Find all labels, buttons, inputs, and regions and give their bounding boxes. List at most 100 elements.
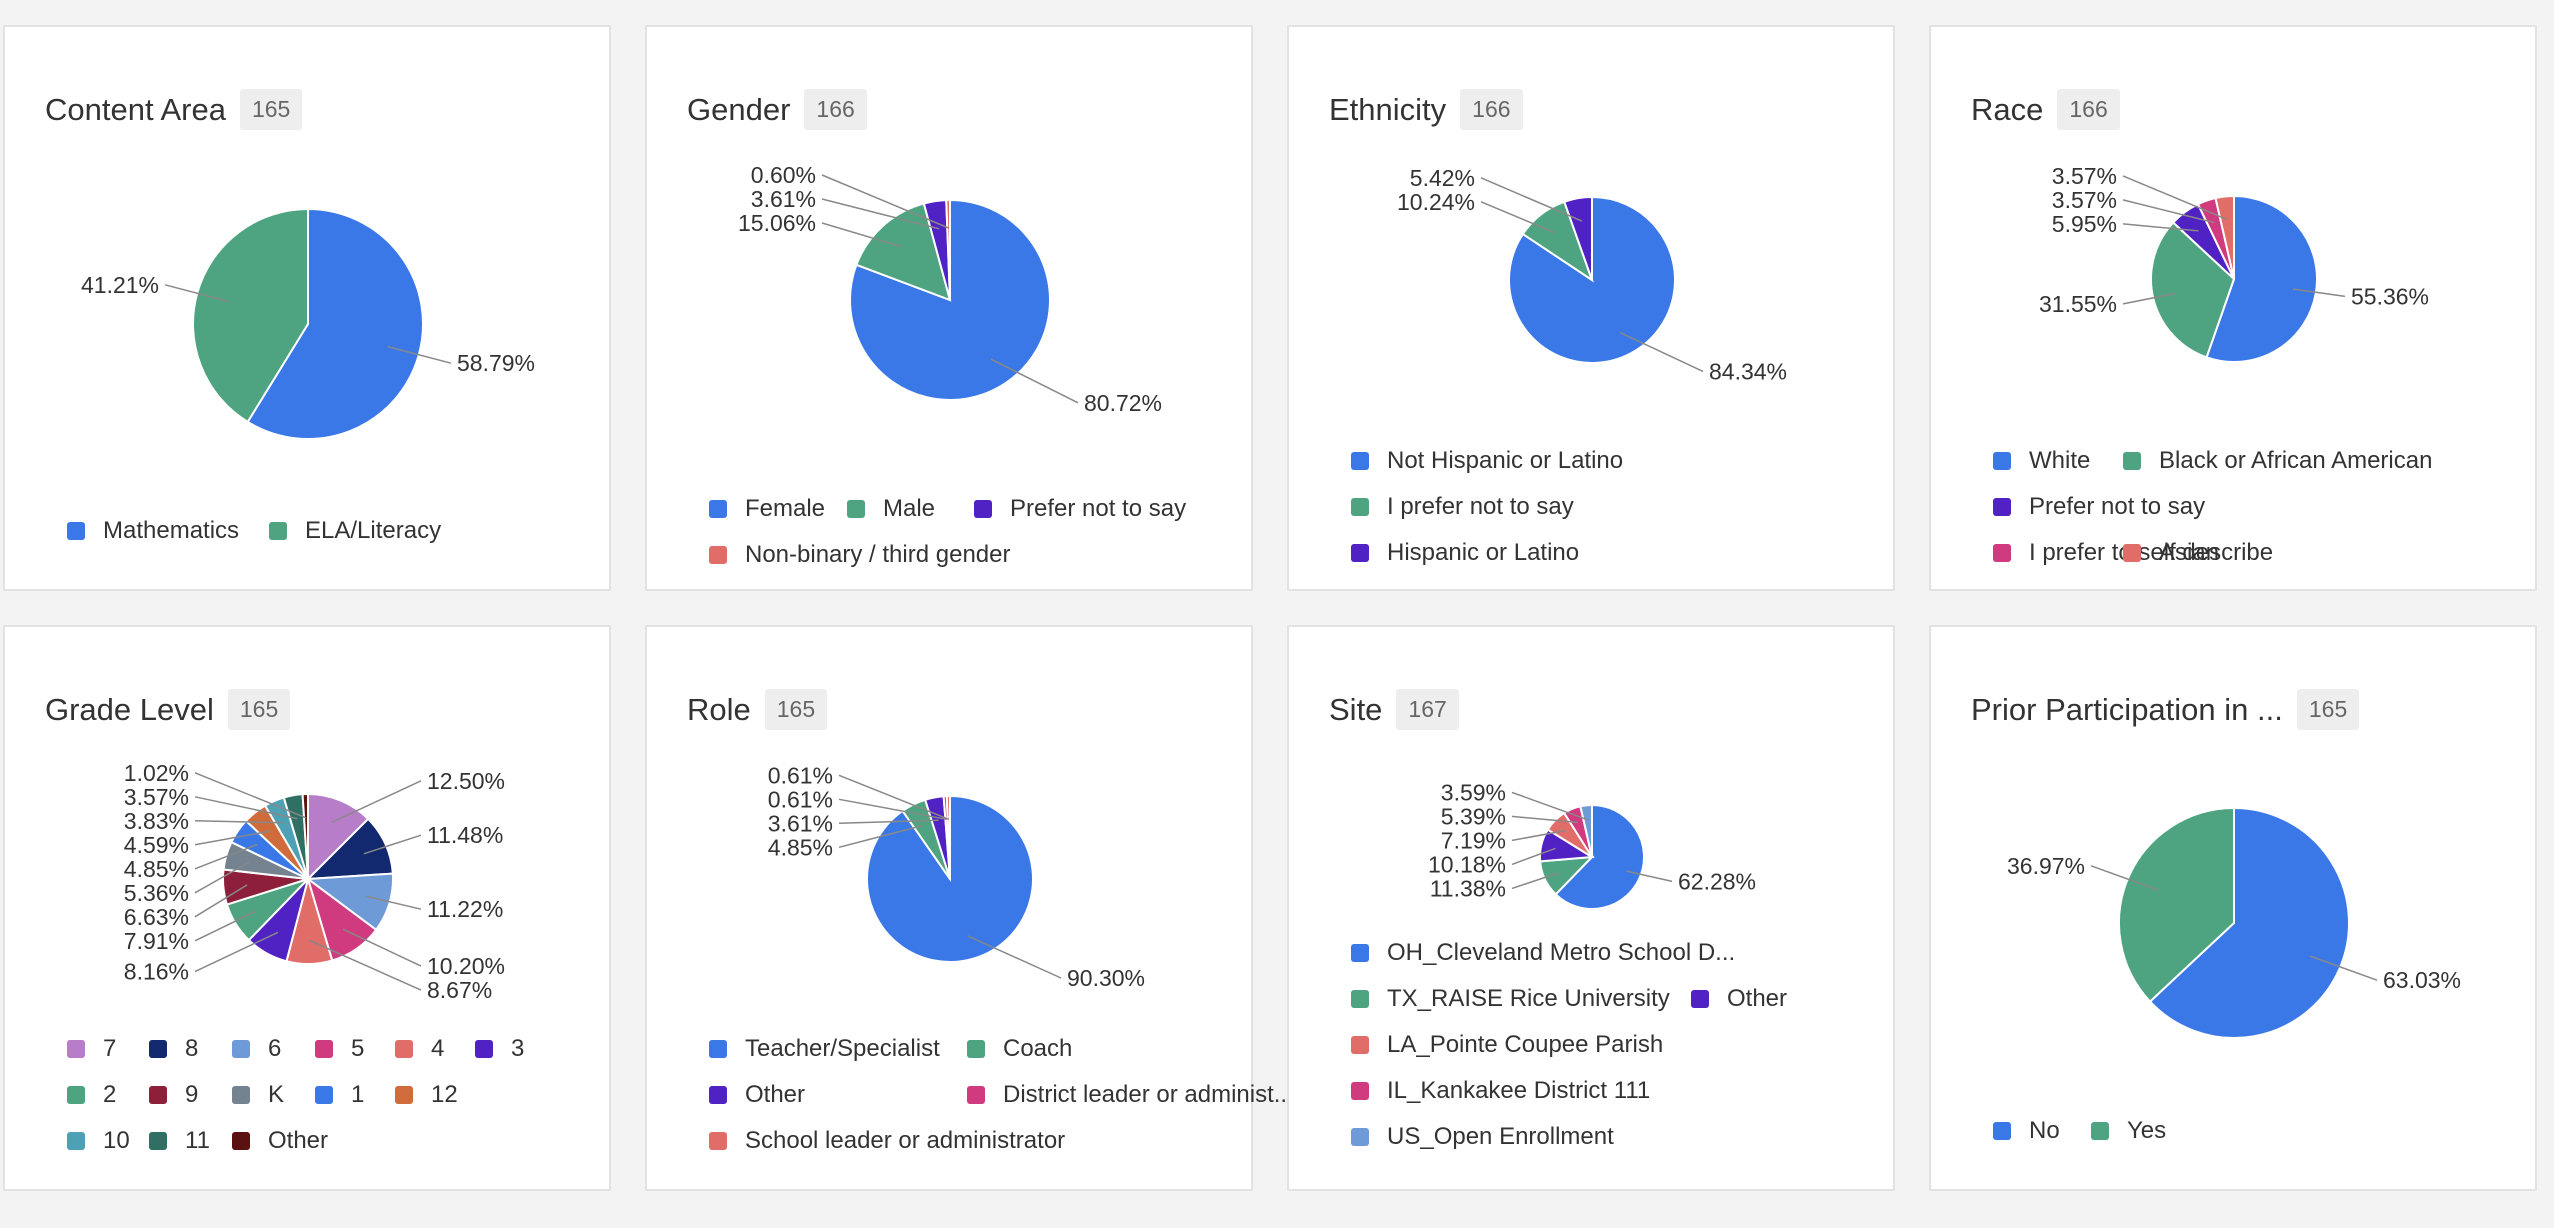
legend-label: Yes bbox=[2127, 1117, 2167, 1144]
legend-item-other[interactable]: Other bbox=[709, 1081, 805, 1109]
legend-label: White bbox=[2029, 447, 2091, 474]
legend-item-teacher-specialist[interactable]: Teacher/Specialist bbox=[709, 1035, 940, 1063]
card-header: Ethnicity 166 bbox=[1329, 89, 1523, 130]
legend-swatch bbox=[967, 1086, 985, 1104]
legend-item-9[interactable]: 9 bbox=[149, 1081, 198, 1109]
slice-percent-label: 63.03% bbox=[2383, 967, 2461, 993]
legend-item-7[interactable]: 7 bbox=[67, 1035, 116, 1063]
legend-item-mathematics[interactable]: Mathematics bbox=[67, 517, 239, 545]
slice-percent-label: 90.30% bbox=[1067, 965, 1145, 991]
pie-slice-yes[interactable] bbox=[2118, 806, 2235, 1003]
legend-item-not-hispanic-or-latino[interactable]: Not Hispanic or Latino bbox=[1351, 447, 1623, 475]
legend-item-school-leader-or-administrator[interactable]: School leader or administrator bbox=[709, 1127, 1065, 1155]
legend-item-5[interactable]: 5 bbox=[315, 1035, 364, 1063]
legend-item-i-prefer-to-self-describe[interactable]: I prefer to self describe bbox=[1993, 539, 2273, 567]
legend-label: TX_RAISE Rice University bbox=[1387, 985, 1670, 1012]
legend-swatch bbox=[149, 1132, 167, 1150]
legend-item-3[interactable]: 3 bbox=[475, 1035, 524, 1063]
leader-line bbox=[2292, 288, 2346, 298]
legend-label: District leader or administ... bbox=[1003, 1081, 1294, 1108]
legend-item-us-open-enrollment[interactable]: US_Open Enrollment bbox=[1351, 1123, 1614, 1151]
pie-slice-non-binary-third-gender[interactable] bbox=[945, 198, 951, 301]
pie-chart: 3.59%5.39%7.19%10.18%11.38% 62.28% bbox=[1428, 779, 1756, 910]
response-count-badge: 167 bbox=[1396, 689, 1459, 730]
card-header: Race 166 bbox=[1971, 89, 2120, 130]
slice-percent-label: 5.42% bbox=[1410, 165, 1475, 191]
legend-swatch bbox=[395, 1040, 413, 1058]
pie-slice-school-leader-or-administrator[interactable] bbox=[945, 794, 951, 880]
legend-item-coach[interactable]: Coach bbox=[967, 1035, 1072, 1063]
leader-line bbox=[1480, 177, 1583, 222]
slice-percent-label: 5.39% bbox=[1441, 803, 1506, 829]
legend-swatch bbox=[1993, 452, 2011, 470]
legend-item-10[interactable]: 10 bbox=[67, 1127, 130, 1155]
legend-item-tx-raise-rice-university[interactable]: TX_RAISE Rice University bbox=[1351, 985, 1670, 1013]
response-count-badge: 165 bbox=[764, 689, 828, 730]
leader-line bbox=[838, 824, 924, 849]
legend-item-8[interactable]: 8 bbox=[149, 1035, 198, 1063]
legend-item-other[interactable]: Other bbox=[232, 1127, 328, 1155]
legend-swatch bbox=[149, 1040, 167, 1058]
legend-item-female[interactable]: Female bbox=[709, 495, 825, 523]
pie-slice-no[interactable] bbox=[2148, 806, 2350, 1039]
legend-item-ela-literacy[interactable]: ELA/Literacy bbox=[269, 517, 441, 545]
legend-item-district-leader-or-administ[interactable]: District leader or administ... bbox=[967, 1081, 1294, 1109]
leader-line bbox=[342, 928, 422, 967]
legend-item-asian[interactable]: Asian bbox=[2123, 539, 2219, 567]
legend-item-1[interactable]: 1 bbox=[315, 1081, 364, 1109]
legend-label: 6 bbox=[268, 1035, 282, 1062]
legend-item-2[interactable]: 2 bbox=[67, 1081, 116, 1109]
legend-swatch bbox=[1351, 1128, 1369, 1146]
legend-item-white[interactable]: White bbox=[1993, 447, 2090, 475]
response-count-badge: 165 bbox=[239, 89, 303, 130]
slice-percent-label: 3.59% bbox=[1441, 779, 1506, 805]
legend-item-male[interactable]: Male bbox=[847, 495, 935, 523]
legend-item-la-pointe-coupee-parish[interactable]: LA_Pointe Coupee Parish bbox=[1351, 1031, 1663, 1059]
legend-swatch bbox=[67, 1040, 85, 1058]
pie-chart: 41.21% 58.79% bbox=[81, 207, 535, 440]
leader-line bbox=[1626, 870, 1673, 883]
legend-item-black-or-african-american[interactable]: Black or African American bbox=[2123, 447, 2432, 475]
race-card: Race 166 3.57% 3.57% 5.95% 31.55% 55.36% Whi… bbox=[1929, 25, 2537, 591]
response-count-badge: 165 bbox=[227, 689, 291, 730]
slice-percent-label: 3.61% bbox=[751, 186, 816, 212]
legend-item-prefer-not-to-say[interactable]: Prefer not to say bbox=[974, 495, 1186, 523]
legend-item-i-prefer-not-to-say[interactable]: I prefer not to say bbox=[1351, 493, 1574, 521]
legend-swatch bbox=[395, 1086, 413, 1104]
leader-line bbox=[1511, 791, 1589, 821]
legend-item-12[interactable]: 12 bbox=[395, 1081, 458, 1109]
legend-item-k[interactable]: K bbox=[232, 1081, 284, 1109]
legend-item-prefer-not-to-say[interactable]: Prefer not to say bbox=[1993, 493, 2205, 521]
legend-swatch bbox=[2123, 544, 2141, 562]
legend-item-6[interactable]: 6 bbox=[232, 1035, 281, 1063]
card-title: Content Area bbox=[45, 91, 226, 127]
slice-percent-label: 5.36% bbox=[124, 880, 189, 906]
pie-slice-male[interactable] bbox=[855, 202, 952, 302]
card-header: Content Area 165 bbox=[45, 89, 303, 130]
leader-line bbox=[366, 895, 422, 910]
legend-label: Other bbox=[745, 1081, 806, 1108]
response-count-badge: 166 bbox=[2057, 89, 2120, 130]
legend-item-4[interactable]: 4 bbox=[395, 1035, 444, 1063]
response-count-badge: 165 bbox=[2296, 689, 2360, 730]
pie-slice-other[interactable] bbox=[301, 792, 309, 880]
pie-slice-black-or-african-american[interactable] bbox=[2150, 221, 2236, 359]
legend-item-yes[interactable]: Yes bbox=[2091, 1117, 2166, 1145]
card-header: Prior Participation in ... 165 bbox=[1971, 689, 2360, 730]
legend-item-il-kankakee-district-111[interactable]: IL_Kankakee District 111 bbox=[1351, 1077, 1650, 1105]
slice-percent-label: 6.63% bbox=[124, 904, 189, 930]
pie-slice-oh-cleveland-metro-school-d[interactable] bbox=[1554, 803, 1645, 910]
legend-item-other[interactable]: Other bbox=[1691, 985, 1787, 1013]
legend-item-11[interactable]: 11 bbox=[149, 1127, 210, 1155]
slice-percent-label: 41.21% bbox=[81, 272, 159, 298]
pie-slice-hispanic-or-latino[interactable] bbox=[1563, 195, 1593, 281]
pie-slice-7[interactable] bbox=[307, 792, 370, 882]
leader-line bbox=[194, 796, 298, 820]
legend-item-oh-cleveland-metro-school-d[interactable]: OH_Cleveland Metro School D... bbox=[1351, 939, 1735, 967]
legend-item-hispanic-or-latino[interactable]: Hispanic or Latino bbox=[1351, 539, 1579, 567]
leader-line bbox=[308, 939, 422, 991]
legend-item-no[interactable]: No bbox=[1993, 1117, 2060, 1145]
legend-label: 3 bbox=[511, 1035, 525, 1062]
legend-item-non-binary-third-gender[interactable]: Non-binary / third gender bbox=[709, 541, 1010, 569]
leader-line bbox=[990, 358, 1079, 404]
